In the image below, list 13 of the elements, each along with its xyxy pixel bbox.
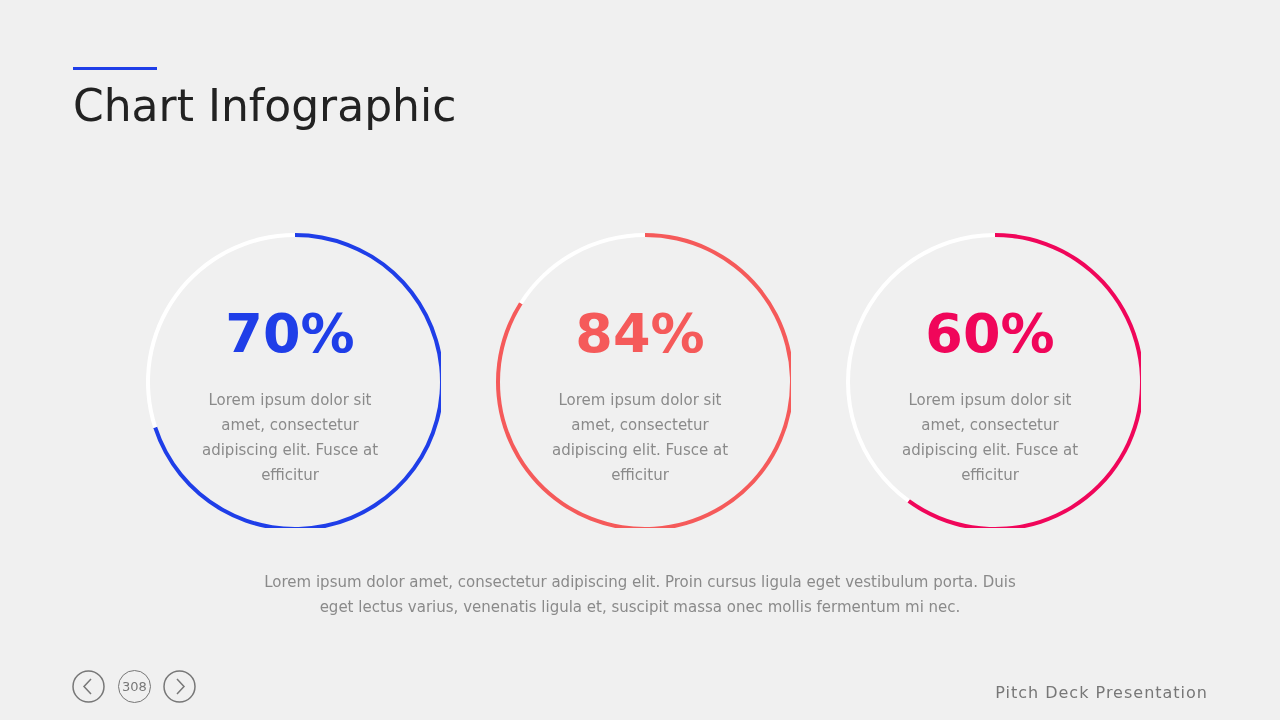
data-label: 70% [224, 302, 356, 365]
data-label: 84% [574, 302, 706, 365]
donut-slice [153, 233, 441, 528]
text: 308 [118, 670, 151, 703]
text: Pitch Deck Presentation [995, 683, 1208, 702]
text: Lorem ipsum dolor sit amet, consectetur adipiscing elit. Fusce at efficitur [551, 390, 729, 486]
data-label: 60% [924, 302, 1056, 365]
text: Lorem ipsum dolor amet, consectetur adipiscing elit. Proin cursus ligula eget vestibulum porta. Duis eget lectus varius, venenatis ligula et, suscipit massa onec mollis fermentum mi nec. [263, 572, 1017, 618]
text: Chart Infographic [73, 80, 457, 131]
text: Lorem ipsum dolor sit amet, consectetur adipiscing elit. Fusce at efficitur [201, 390, 379, 486]
donut-slice [519, 233, 645, 305]
donut-slice [496, 233, 791, 528]
text: Lorem ipsum dolor sit amet, consectetur adipiscing elit. Fusce at efficitur [901, 390, 1079, 486]
